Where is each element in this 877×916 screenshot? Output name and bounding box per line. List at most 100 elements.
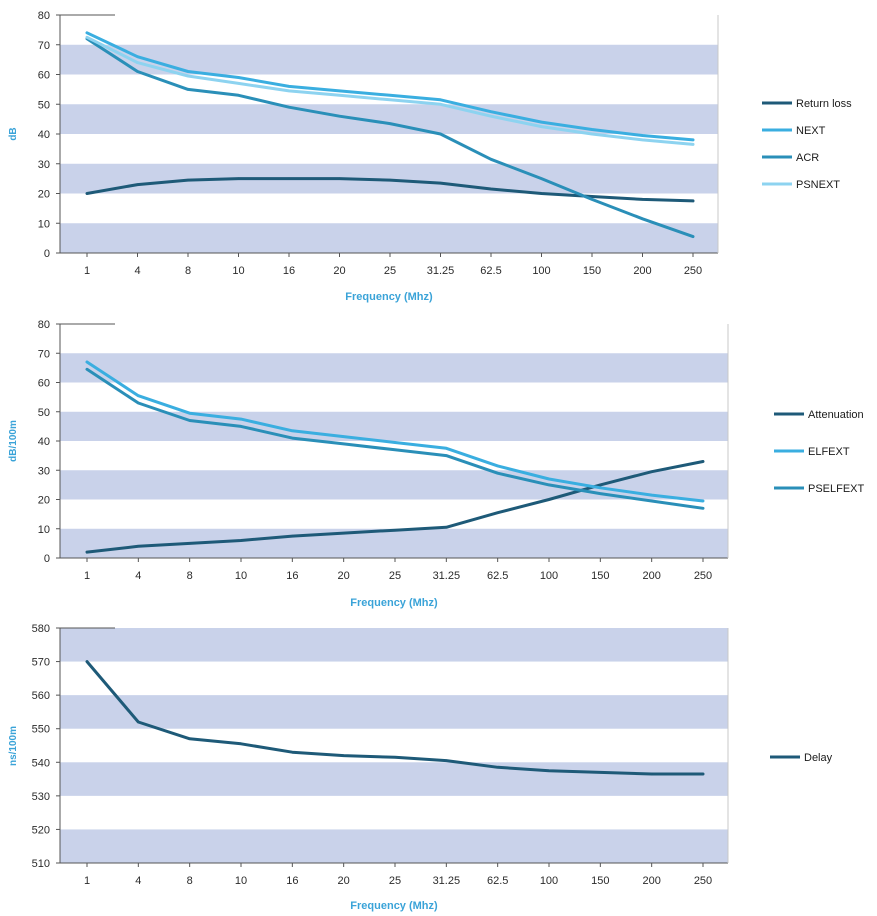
y-tick-label: 20 bbox=[38, 189, 50, 201]
x-tick-label: 8 bbox=[185, 265, 191, 277]
data-point bbox=[547, 483, 551, 487]
x-tick-label: 100 bbox=[532, 265, 550, 277]
grid-band bbox=[60, 44, 718, 75]
data-point bbox=[188, 737, 191, 740]
data-point bbox=[439, 98, 442, 101]
data-point bbox=[342, 442, 345, 446]
data-point bbox=[496, 766, 499, 769]
data-point bbox=[287, 85, 291, 88]
data-point bbox=[237, 94, 240, 97]
data-point bbox=[338, 114, 341, 118]
x-tick-label: 4 bbox=[134, 265, 140, 277]
data-point bbox=[137, 720, 140, 724]
data-point bbox=[136, 55, 139, 58]
legend-label: ELFEXT bbox=[808, 446, 850, 458]
data-point bbox=[338, 94, 341, 97]
y-tick-label: 70 bbox=[38, 40, 50, 52]
data-point bbox=[186, 88, 190, 91]
legend-label: NEXT bbox=[796, 125, 826, 137]
x-tick-label: 20 bbox=[338, 875, 350, 887]
data-point bbox=[85, 192, 89, 195]
grid-band bbox=[60, 695, 728, 729]
data-point bbox=[650, 499, 653, 503]
data-point bbox=[439, 181, 442, 185]
data-point bbox=[388, 94, 392, 97]
data-point bbox=[439, 132, 442, 136]
y-tick-label: 70 bbox=[38, 348, 50, 360]
data-point bbox=[85, 36, 89, 39]
x-axis-title: Frequency (Mhz) bbox=[350, 900, 438, 912]
x-tick-label: 4 bbox=[135, 875, 141, 887]
data-point bbox=[85, 368, 89, 371]
data-point bbox=[85, 550, 89, 554]
data-point bbox=[599, 771, 602, 774]
y-tick-label: 0 bbox=[44, 553, 50, 565]
data-point bbox=[393, 441, 397, 444]
data-point bbox=[547, 769, 551, 772]
data-point bbox=[599, 492, 602, 495]
x-tick-label: 100 bbox=[540, 570, 558, 582]
x-tick-label: 4 bbox=[135, 570, 141, 582]
y-tick-label: 530 bbox=[32, 791, 50, 803]
data-point bbox=[136, 61, 139, 64]
data-point bbox=[291, 436, 294, 440]
y-tick-label: 40 bbox=[38, 129, 50, 141]
data-point bbox=[188, 412, 191, 415]
data-point bbox=[701, 772, 705, 776]
x-tick-label: 150 bbox=[583, 265, 601, 277]
data-point bbox=[496, 511, 499, 514]
x-tick-label: 150 bbox=[591, 570, 609, 582]
data-point bbox=[137, 394, 140, 397]
x-tick-label: 25 bbox=[384, 265, 396, 277]
data-point bbox=[342, 754, 345, 757]
grid-band bbox=[60, 104, 718, 134]
x-tick-label: 31.25 bbox=[427, 265, 455, 277]
x-tick-label: 20 bbox=[333, 265, 345, 277]
grid-band bbox=[60, 411, 728, 441]
data-point bbox=[237, 76, 240, 79]
data-point bbox=[650, 772, 653, 776]
y-tick-label: 80 bbox=[38, 319, 50, 331]
data-point bbox=[85, 660, 89, 663]
y-tick-label: 80 bbox=[38, 10, 50, 22]
x-tick-label: 16 bbox=[286, 570, 298, 582]
grid-band bbox=[60, 470, 728, 500]
legend-label: PSELFEXT bbox=[808, 483, 865, 495]
data-point bbox=[691, 143, 695, 146]
data-point bbox=[691, 138, 695, 142]
data-point bbox=[496, 471, 499, 475]
data-point bbox=[641, 217, 644, 220]
x-tick-label: 16 bbox=[286, 875, 298, 887]
data-point bbox=[85, 31, 89, 35]
x-tick-label: 10 bbox=[235, 570, 247, 582]
data-point bbox=[540, 125, 543, 128]
data-point bbox=[338, 89, 341, 93]
grid-band bbox=[60, 628, 728, 662]
data-point bbox=[287, 89, 291, 93]
data-point bbox=[439, 103, 442, 106]
data-point bbox=[137, 401, 140, 405]
x-tick-label: 62.5 bbox=[480, 265, 501, 277]
data-point bbox=[489, 110, 493, 113]
data-point bbox=[136, 183, 139, 186]
data-point bbox=[540, 192, 543, 195]
x-tick-label: 10 bbox=[232, 265, 244, 277]
x-tick-label: 200 bbox=[642, 570, 660, 582]
y-tick-label: 50 bbox=[38, 99, 50, 111]
y-tick-label: 50 bbox=[38, 407, 50, 419]
x-tick-label: 1 bbox=[84, 570, 90, 582]
data-point bbox=[547, 477, 551, 481]
x-tick-label: 250 bbox=[694, 875, 712, 887]
data-point bbox=[590, 132, 594, 136]
data-point bbox=[239, 742, 243, 746]
data-point bbox=[691, 199, 695, 203]
data-point bbox=[338, 177, 341, 180]
data-point bbox=[388, 98, 392, 101]
y-axis-title: dB/100m bbox=[8, 420, 19, 462]
data-point bbox=[136, 70, 139, 73]
y-tick-label: 570 bbox=[32, 657, 50, 669]
data-point bbox=[650, 493, 653, 497]
data-point bbox=[540, 177, 543, 180]
data-point bbox=[342, 531, 345, 535]
data-point bbox=[291, 534, 294, 538]
